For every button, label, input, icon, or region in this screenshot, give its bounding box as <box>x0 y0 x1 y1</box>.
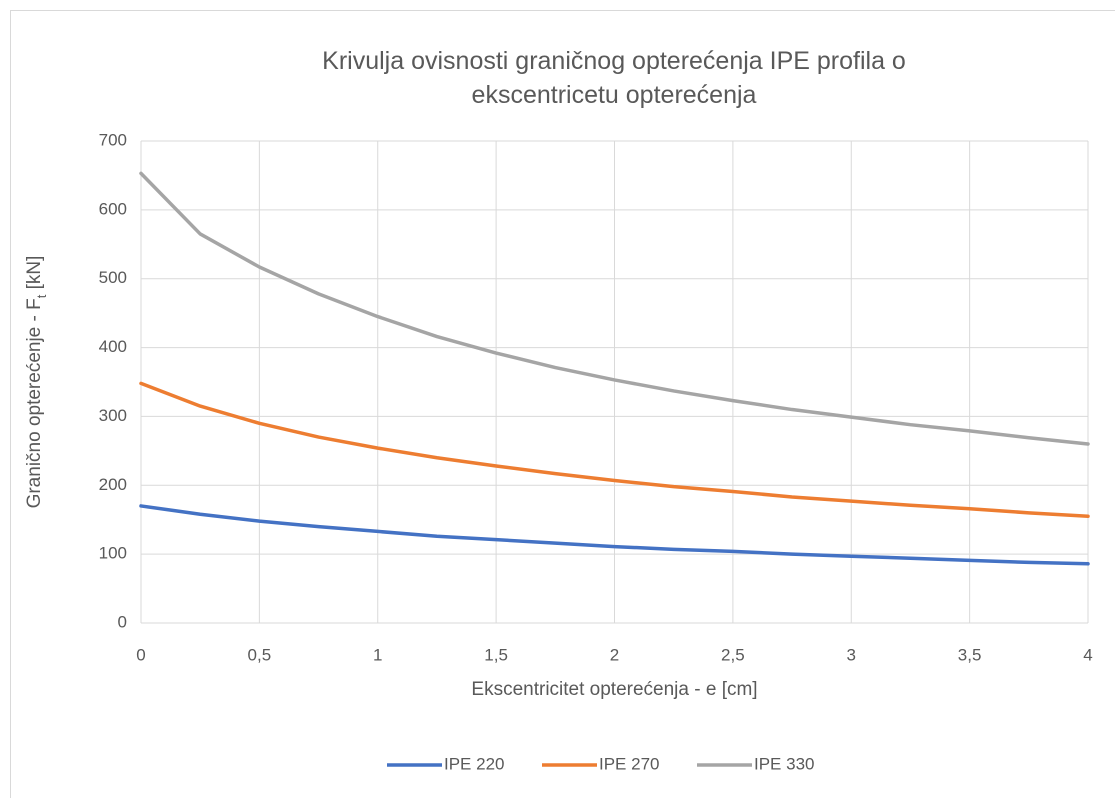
x-tick-label: 3,5 <box>958 645 982 664</box>
y-axis-title-part: Granično opterećenje - F <box>24 298 45 508</box>
x-tick-label: 0,5 <box>248 645 272 664</box>
x-tick-label: 4 <box>1083 645 1092 664</box>
y-tick-label: 300 <box>99 406 127 425</box>
y-axis-title: Granično opterećenje - Ft [kN] <box>24 256 49 509</box>
y-tick-label: 600 <box>99 199 127 218</box>
x-tick-label: 3 <box>847 645 856 664</box>
x-tick-label: 1 <box>373 645 382 664</box>
y-tick-label: 200 <box>99 475 127 494</box>
x-tick-label: 2,5 <box>721 645 745 664</box>
x-tick-label: 1,5 <box>484 645 508 664</box>
y-axis-title-part: t <box>34 294 49 298</box>
legend-label: IPE 220 <box>444 754 505 773</box>
y-tick-label: 100 <box>99 544 127 563</box>
chart-title: Krivulja ovisnosti graničnog opterećenja… <box>322 47 906 109</box>
y-tick-label: 500 <box>99 268 127 287</box>
series-line <box>139 381 1090 519</box>
x-axis-title: Ekscentricitet opterećenja - e [cm] <box>471 679 757 700</box>
x-tick-label: 0 <box>136 645 145 664</box>
chart-border <box>10 10 1115 798</box>
y-tick-label: 400 <box>99 337 127 356</box>
x-tick-label: 2 <box>610 645 619 664</box>
y-axis-title-part: [kN] <box>24 256 45 295</box>
legend-label: IPE 330 <box>754 754 815 773</box>
series-line <box>139 504 1090 566</box>
y-tick-label: 0 <box>118 612 127 631</box>
y-tick-label: 700 <box>99 130 127 149</box>
legend-label: IPE 270 <box>599 754 660 773</box>
series-line <box>139 171 1090 446</box>
